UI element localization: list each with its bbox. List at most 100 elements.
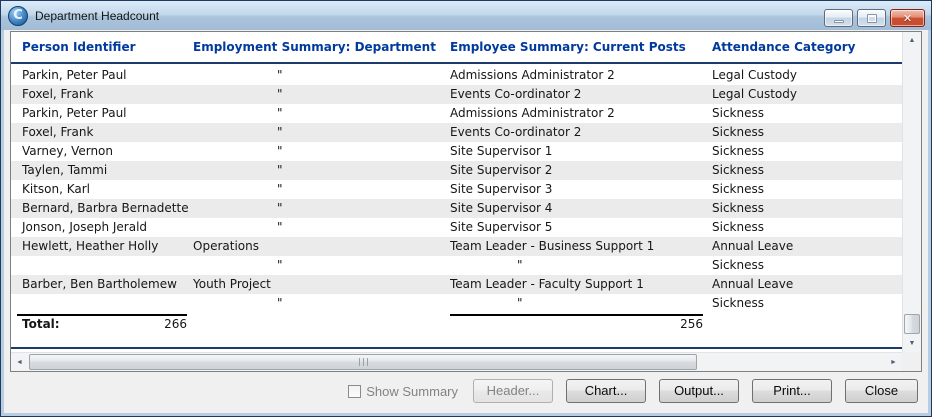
scroll-down-icon: ▼ xyxy=(908,340,916,347)
show-summary-group[interactable]: Show Summary xyxy=(348,384,458,399)
cell-post: Site Supervisor 5 xyxy=(450,220,553,234)
cell-post: Site Supervisor 2 xyxy=(450,163,553,177)
cell-department: " xyxy=(277,144,283,158)
cell-person: Foxel, Frank xyxy=(22,87,94,101)
table-row[interactable]: Parkin, Peter Paul " Admissions Administra… xyxy=(11,104,902,123)
minimize-icon xyxy=(833,19,844,23)
scroll-down-button[interactable]: ▼ xyxy=(903,335,921,352)
cell-department: " xyxy=(277,182,283,196)
table-row[interactable]: Parkin, Peter Paul " Admissions Administra… xyxy=(11,66,902,85)
cell-person: Kitson, Karl xyxy=(22,182,91,196)
table-row[interactable]: Foxel, Frank " Events Co-ordinator 2 Legal … xyxy=(11,85,902,104)
table-row[interactable]: Jonson, Joseph Jerald " Site Supervisor 5 S… xyxy=(11,218,902,237)
header-separator-line xyxy=(11,62,902,64)
footer-toolbar: Show Summary Header... Chart... Output..… xyxy=(4,379,918,403)
cell-post: " xyxy=(517,296,523,310)
total-row: Total: 266 256 xyxy=(11,314,902,335)
cell-person: Foxel, Frank xyxy=(22,125,94,139)
scroll-up-button[interactable]: ▲ xyxy=(903,32,921,49)
horizontal-scroll-thumb[interactable] xyxy=(29,354,698,370)
cell-attendance: Sickness xyxy=(712,144,764,158)
cell-attendance: Sickness xyxy=(712,296,764,310)
cell-attendance: Sickness xyxy=(712,220,764,234)
close-window-button[interactable]: ✕ xyxy=(890,9,925,27)
cell-attendance: Sickness xyxy=(712,125,764,139)
cell-attendance: Legal Custody xyxy=(712,87,797,101)
total-post-value: 256 xyxy=(680,317,703,331)
cell-department: " xyxy=(277,87,283,101)
column-header-current-posts[interactable]: Employee Summary: Current Posts xyxy=(450,40,686,54)
print-button[interactable]: Print... xyxy=(752,379,832,403)
maximize-button[interactable] xyxy=(857,9,886,27)
show-summary-checkbox[interactable] xyxy=(348,384,362,398)
cell-attendance: Sickness xyxy=(712,201,764,215)
cell-person: Hewlett, Heather Holly xyxy=(22,239,159,253)
table-row[interactable]: Bernard, Barbra Bernadette " Site Supervis… xyxy=(11,199,902,218)
scroll-grip-icon xyxy=(358,358,368,366)
cell-department: Youth Project xyxy=(193,277,271,291)
report-table: Person Identifier Employment Summary: De… xyxy=(11,32,902,352)
column-header-person-identifier[interactable]: Person Identifier xyxy=(22,40,136,54)
cell-person: Parkin, Peter Paul xyxy=(22,106,127,120)
cell-person: Parkin, Peter Paul xyxy=(22,68,127,82)
column-header-employment-department[interactable]: Employment Summary: Department xyxy=(193,40,436,54)
cell-post: Admissions Administrator 2 xyxy=(450,68,615,82)
cell-attendance: Sickness xyxy=(712,258,764,272)
cell-post: Events Co-ordinator 2 xyxy=(450,87,582,101)
table-row[interactable]: Varney, Vernon " Site Supervisor 1 Sickness xyxy=(11,142,902,161)
scroll-right-button[interactable]: ► xyxy=(885,353,902,371)
cell-department: " xyxy=(277,68,283,82)
cell-attendance: Annual Leave xyxy=(712,239,794,253)
maximize-icon xyxy=(866,13,877,23)
scroll-left-button[interactable]: ◄ xyxy=(11,353,28,371)
table-row[interactable]: " " Sickness xyxy=(11,256,902,275)
table-row[interactable]: Foxel, Frank " Events Co-ordinator 2 Sickne… xyxy=(11,123,902,142)
vertical-scrollbar[interactable]: ▲ ▼ xyxy=(902,32,921,352)
scroll-left-icon: ◄ xyxy=(16,358,23,366)
app-logo-icon: C xyxy=(8,5,28,26)
table-row[interactable]: Hewlett, Heather Holly Operations Team Lea… xyxy=(11,237,902,256)
table-row[interactable]: " " Sickness xyxy=(11,294,902,313)
report-table-panel: Person Identifier Employment Summary: De… xyxy=(10,31,922,372)
close-button[interactable]: Close xyxy=(845,379,918,403)
horizontal-scroll-track[interactable] xyxy=(28,353,885,371)
minimize-button[interactable] xyxy=(824,9,853,27)
table-rows: Parkin, Peter Paul " Admissions Administra… xyxy=(11,66,902,313)
total-current-posts: 256 xyxy=(450,314,703,333)
close-icon: ✕ xyxy=(902,11,913,25)
cell-department: " xyxy=(277,296,283,310)
table-row[interactable]: Kitson, Karl " Site Supervisor 3 Sickness xyxy=(11,180,902,199)
scrollbar-corner xyxy=(902,352,921,371)
cell-department: " xyxy=(277,106,283,120)
cell-post: Site Supervisor 3 xyxy=(450,182,553,196)
cell-person: Varney, Vernon xyxy=(22,144,114,158)
cell-post: Team Leader - Business Support 1 xyxy=(450,239,655,253)
cell-person xyxy=(11,256,193,275)
dialog-body: Person Identifier Employment Summary: De… xyxy=(1,30,931,416)
cell-attendance: Sickness xyxy=(712,163,764,177)
cell-post: Admissions Administrator 2 xyxy=(450,106,615,120)
cell-department: " xyxy=(277,258,283,272)
cell-person xyxy=(11,294,193,313)
cell-attendance: Sickness xyxy=(712,106,764,120)
chart-button[interactable]: Chart... xyxy=(566,379,646,403)
table-row[interactable]: Taylen, Tammi " Site Supervisor 2 Sickness xyxy=(11,161,902,180)
horizontal-scrollbar[interactable]: ◄ ► xyxy=(11,352,902,371)
table-bottom-line xyxy=(11,347,902,349)
total-person-value: 266 xyxy=(164,317,187,331)
cell-department: " xyxy=(277,163,283,177)
title-bar[interactable]: C Department Headcount ✕ xyxy=(1,1,931,30)
vertical-scroll-track[interactable] xyxy=(903,49,921,335)
table-row[interactable]: Barber, Ben Bartholemew Youth Project Team… xyxy=(11,275,902,294)
cell-department: " xyxy=(277,220,283,234)
scroll-right-icon: ► xyxy=(890,358,897,366)
vertical-scroll-thumb[interactable] xyxy=(904,314,920,334)
scroll-up-icon: ▲ xyxy=(908,37,916,44)
cell-post: " xyxy=(517,258,523,272)
cell-person: Bernard, Barbra Bernadette xyxy=(22,201,189,215)
column-header-attendance-category[interactable]: Attendance Category xyxy=(712,40,856,54)
header-button[interactable]: Header... xyxy=(473,379,553,403)
cell-department: Operations xyxy=(193,239,259,253)
output-button[interactable]: Output... xyxy=(659,379,739,403)
